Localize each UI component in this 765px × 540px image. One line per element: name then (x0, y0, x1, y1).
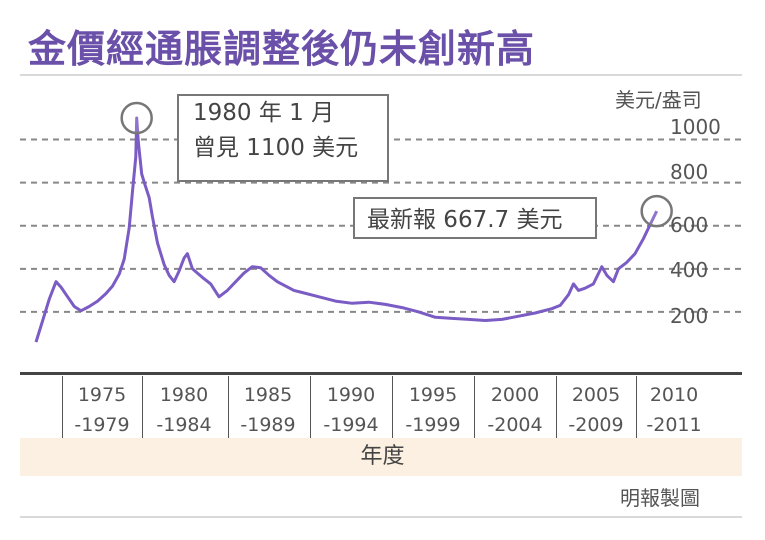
title-divider (20, 74, 742, 76)
y-unit-label: 美元/盎司 (615, 88, 702, 112)
x-tick-top: 1975 (77, 384, 127, 406)
y-tick-label: 400 (670, 258, 709, 282)
x-tick-group-1995: 1995 -1999 (395, 380, 471, 440)
x-tick-group-2010: 2010 -2011 (636, 380, 712, 440)
x-tick-top: 1990 (326, 384, 376, 406)
chart-title: 金價經通脹調整後仍未創新高 (28, 27, 536, 71)
x-tick-bottom: -1989 (240, 414, 296, 436)
x-tick-group-1980: 1980 -1984 (146, 380, 222, 440)
x-group-separator (474, 376, 475, 438)
x-tick-group-1985: 1985 -1989 (230, 380, 306, 440)
peak-marker-circle (120, 101, 153, 135)
gold-price-line (34, 116, 659, 343)
x-tick-bottom: -2011 (646, 414, 702, 436)
latest-annotation-callout: 最新報 667.7 美元 (353, 197, 597, 239)
x-tick-top: 2000 (490, 384, 540, 406)
x-group-separator (556, 376, 557, 438)
peak-annotation-line2: 曾見 1100 美元 (193, 135, 359, 161)
x-tick-top: 2005 (571, 384, 621, 406)
x-tick-top: 1980 (159, 384, 209, 406)
x-tick-top: 1985 (243, 384, 293, 406)
x-tick-bottom: -1994 (323, 414, 379, 436)
x-tick-bottom: -1999 (405, 414, 461, 436)
x-group-separator (636, 376, 637, 438)
peak-annotation-line1: 1980 年 1 月 (193, 100, 335, 126)
x-axis-baseline (20, 372, 742, 375)
x-tick-top: 1995 (408, 384, 458, 406)
x-group-separator (392, 376, 393, 438)
x-tick-group-2000: 2000 -2004 (477, 380, 553, 440)
bottom-divider (20, 516, 742, 518)
x-tick-bottom: -2009 (568, 414, 624, 436)
latest-marker-circle (640, 194, 673, 228)
x-tick-top: 2010 (649, 384, 699, 406)
x-group-separator (228, 376, 229, 438)
y-tick-label: 600 (670, 213, 709, 237)
x-axis-title: 年度 (360, 444, 405, 469)
x-tick-bottom: -2004 (487, 414, 543, 436)
source-credit: 明報製圖 (620, 486, 700, 510)
x-tick-bottom: -1984 (156, 414, 212, 436)
peak-annotation-callout: 1980 年 1 月 曾見 1100 美元 (177, 94, 389, 182)
x-tick-bottom: -1979 (74, 414, 130, 436)
x-group-separator (62, 376, 63, 438)
x-group-separator (310, 376, 311, 438)
x-axis-band (20, 438, 742, 476)
x-tick-group-2005: 2005 -2009 (558, 380, 634, 440)
y-tick-label: 200 (670, 304, 709, 328)
x-tick-group-1990: 1990 -1994 (313, 380, 389, 440)
x-group-separator (142, 376, 143, 438)
x-tick-group-1975: 1975 -1979 (64, 380, 140, 440)
y-tick-label: 800 (670, 160, 709, 184)
y-tick-label: 1000 (670, 115, 721, 139)
